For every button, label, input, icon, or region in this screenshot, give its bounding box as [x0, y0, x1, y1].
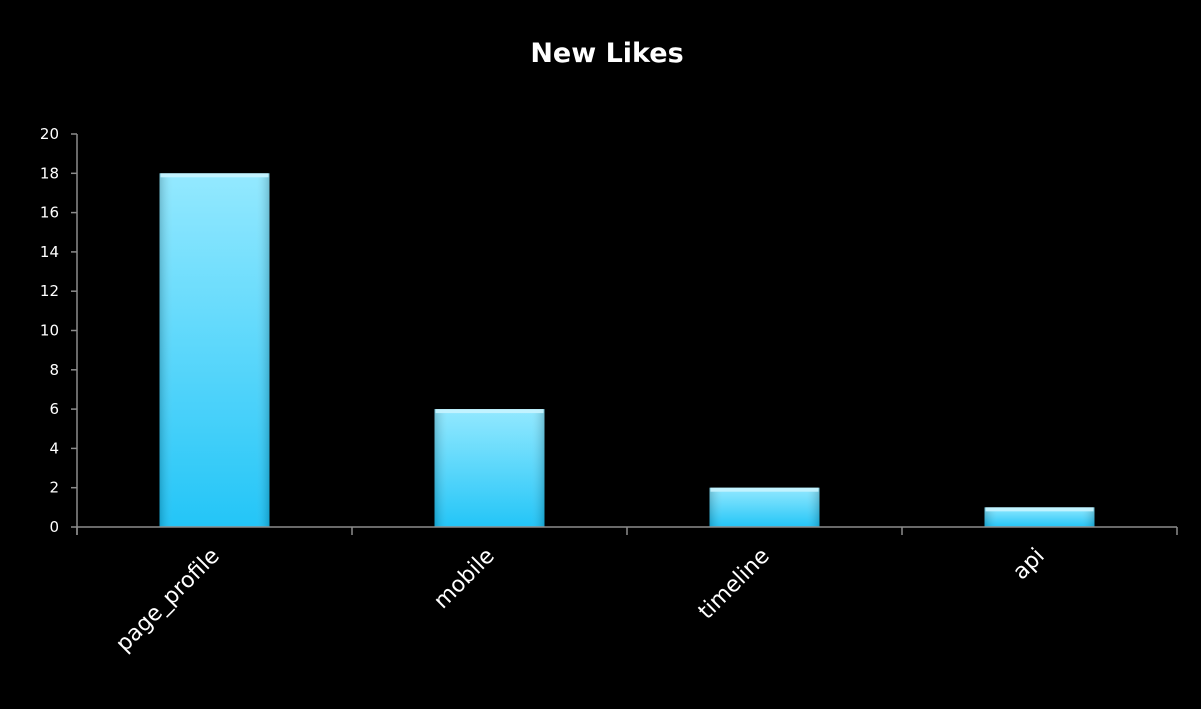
- y-tick-label: 6: [49, 400, 59, 418]
- bar-shine: [434, 409, 545, 527]
- y-tick-label: 20: [40, 125, 59, 143]
- bar-mobile: [434, 409, 545, 527]
- bar-timeline: [709, 487, 820, 527]
- y-tick-label: 0: [49, 518, 59, 536]
- axes: [76, 134, 1178, 535]
- bar-shine: [159, 173, 270, 528]
- bar-api: [984, 507, 1095, 527]
- x-axis-labels: page_profile mobile timeline api: [111, 544, 1049, 657]
- y-tick-label: 14: [40, 243, 59, 261]
- y-tick-label: 8: [49, 361, 59, 379]
- bar-page_profile: [159, 173, 270, 528]
- bar-cap: [435, 409, 544, 414]
- bar-shine: [709, 487, 820, 527]
- y-tick-label: 10: [40, 322, 59, 340]
- y-tick-label: 18: [40, 164, 59, 182]
- bar-shine: [984, 507, 1095, 527]
- x-category-label: mobile: [429, 544, 499, 614]
- chart-title: New Likes: [530, 38, 683, 69]
- y-tick-label: 2: [49, 479, 59, 497]
- x-category-label: timeline: [694, 544, 775, 625]
- y-tick-label: 4: [49, 439, 59, 457]
- bar-cap: [160, 173, 269, 178]
- y-tick-label: 12: [40, 282, 59, 300]
- bars: [159, 173, 1095, 528]
- y-axis-ticks: 0 2 4 6 8 10 12 14 16 18 20: [40, 125, 77, 536]
- x-category-label: api: [1008, 544, 1049, 585]
- bar-cap: [710, 487, 819, 492]
- x-category-label: page_profile: [111, 544, 224, 657]
- y-tick-label: 16: [40, 204, 59, 222]
- bar-cap: [985, 507, 1094, 512]
